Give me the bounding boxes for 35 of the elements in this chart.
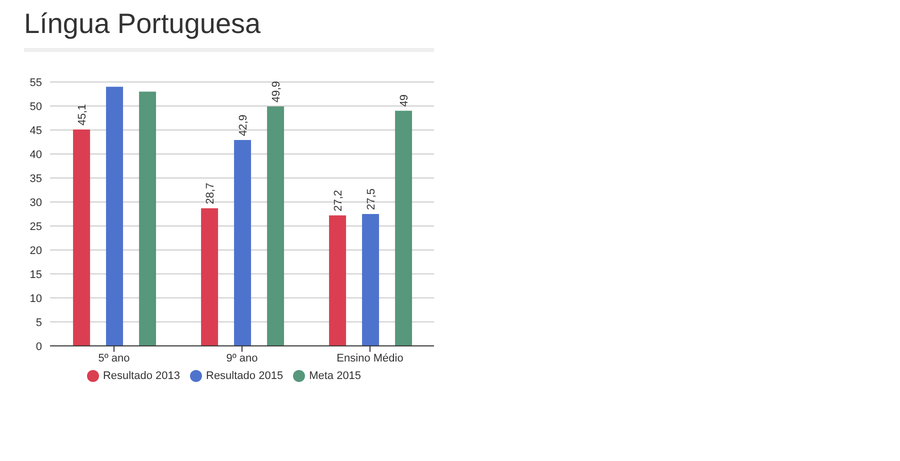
bar — [139, 92, 156, 346]
data-label: 45,1 — [76, 104, 89, 126]
bar — [395, 110, 412, 346]
y-tick-label: 35 — [30, 172, 42, 185]
x-tick-label: 9º ano — [226, 352, 258, 365]
data-label: 42,9 — [238, 114, 250, 136]
y-tick-label: 5 — [36, 316, 42, 329]
bar — [362, 214, 380, 346]
legend-label: Meta 2015 — [309, 370, 362, 382]
bar — [106, 86, 124, 346]
bar — [329, 215, 346, 346]
data-label: 49,9 — [270, 81, 283, 102]
y-tick-label: 0 — [36, 340, 42, 353]
chart-title: Língua Portuguesa — [24, 8, 434, 52]
data-label: 27,5 — [366, 188, 378, 210]
y-tick-label: 40 — [30, 148, 42, 161]
y-tick-label: 30 — [30, 196, 42, 209]
legend-label: Resultado 2015 — [206, 370, 284, 382]
bar — [267, 106, 284, 346]
x-tick-label: Ensino Médio — [336, 352, 404, 365]
y-tick-label: 25 — [30, 220, 42, 233]
data-label: 49 — [398, 94, 411, 107]
data-label: 27,2 — [332, 190, 345, 212]
y-tick-label: 15 — [30, 268, 42, 281]
legend-label: Resultado 2013 — [102, 370, 180, 382]
y-tick-label: 45 — [30, 124, 42, 137]
data-label: 28,7 — [204, 182, 217, 204]
y-tick-label: 55 — [30, 76, 42, 89]
bar — [73, 130, 90, 346]
x-tick-label: 5º ano — [98, 352, 130, 365]
y-tick-label: 20 — [30, 244, 42, 257]
bar — [201, 208, 218, 346]
y-tick-label: 10 — [30, 292, 42, 305]
y-tick-label: 50 — [30, 100, 42, 113]
bar — [234, 140, 252, 346]
